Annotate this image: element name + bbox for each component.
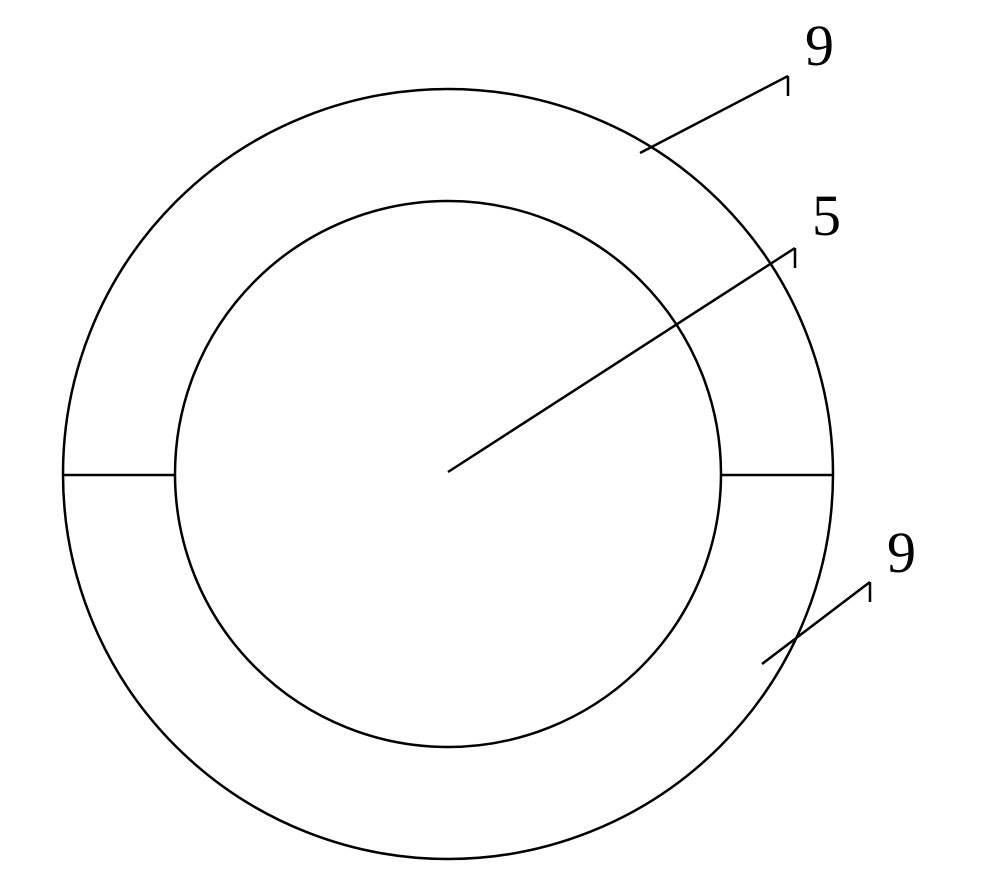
label-9-top: 9 — [805, 13, 834, 78]
leader-line-9-bottom — [762, 582, 870, 664]
leader-line-9-top — [640, 76, 788, 153]
leader-line-5 — [448, 248, 795, 472]
diagram-svg: 9 5 9 — [0, 0, 1000, 883]
label-5: 5 — [812, 183, 841, 248]
outer-ring — [63, 89, 833, 859]
label-9-bottom: 9 — [887, 520, 916, 585]
inner-circle — [175, 201, 721, 747]
